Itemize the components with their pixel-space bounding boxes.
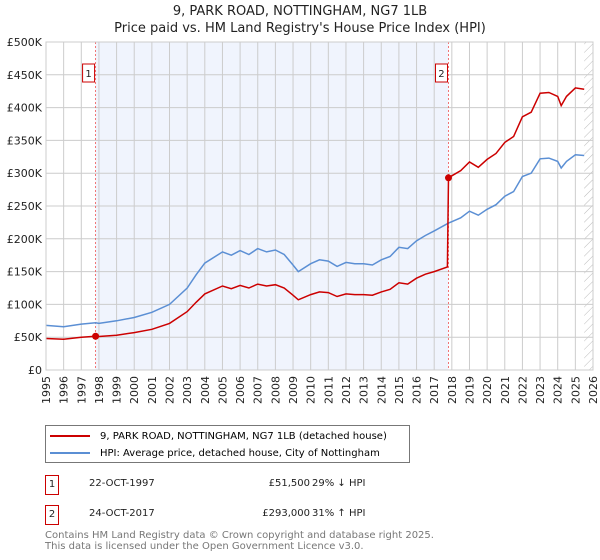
y-tick-label: £350K xyxy=(7,134,43,147)
x-tick-label: 1995 xyxy=(40,376,53,404)
legend-label: HPI: Average price, detached house, City… xyxy=(100,447,380,459)
y-tick-label: £100K xyxy=(7,298,43,311)
x-tick-label: 2026 xyxy=(587,376,600,404)
sale-marker-box xyxy=(434,63,448,83)
y-tick-label: £500K xyxy=(7,36,43,49)
chart-title: 9, PARK ROAD, NOTTINGHAM, NG7 1LB xyxy=(172,4,428,19)
sale-hpi-diff: 31% ↑ HPI xyxy=(312,508,366,519)
sale-row: 2 24-OCT-2017 £293,000 31% ↑ HPI xyxy=(45,505,445,525)
x-tick-label: 2010 xyxy=(305,376,318,404)
x-tick-label: 2000 xyxy=(128,376,141,404)
x-tick-label: 2009 xyxy=(287,376,300,404)
sale-point xyxy=(444,174,452,182)
chart-subtitle: Price paid vs. HM Land Registry's House … xyxy=(114,21,486,36)
x-tick-label: 2024 xyxy=(552,376,565,404)
x-tick-label: 2005 xyxy=(216,376,229,404)
sale-date: 22-OCT-1997 xyxy=(89,478,155,489)
sale-point xyxy=(92,332,100,340)
x-tick-label: 2006 xyxy=(234,376,247,404)
x-tick-label: 2004 xyxy=(199,376,212,404)
y-tick-label: £200K xyxy=(7,233,43,246)
sale-price: £51,500 xyxy=(268,478,310,489)
y-tick-label: £0 xyxy=(28,364,42,377)
x-tick-label: 2020 xyxy=(481,376,494,404)
y-tick-label: £250K xyxy=(7,200,43,213)
legend-item-hpi: HPI: Average price, detached house, City… xyxy=(50,445,380,461)
sale-marker-box xyxy=(82,63,96,83)
legend-label: 9, PARK ROAD, NOTTINGHAM, NG7 1LB (detac… xyxy=(100,430,387,442)
y-tick-label: £300K xyxy=(7,167,43,180)
x-tick-label: 1997 xyxy=(75,376,88,404)
hpi-line xyxy=(45,154,585,328)
x-tick-label: 2007 xyxy=(252,376,265,404)
x-tick-label: 2011 xyxy=(322,376,335,404)
x-tick-label: 2002 xyxy=(164,376,177,404)
y-tick-label: £150K xyxy=(7,266,43,279)
x-tick-label: 2016 xyxy=(411,376,424,404)
y-tick-label: £450K xyxy=(7,69,43,82)
x-tick-label: 2003 xyxy=(181,376,194,404)
x-tick-label: 2023 xyxy=(534,376,547,404)
x-tick-label: 2013 xyxy=(358,376,371,404)
price-paid-line xyxy=(45,87,585,340)
x-tick-label: 2012 xyxy=(340,376,353,404)
sale-row: 1 22-OCT-1997 £51,500 29% ↓ HPI xyxy=(45,475,445,495)
sale-hpi-diff: 29% ↓ HPI xyxy=(312,478,366,489)
x-tick-label: 2015 xyxy=(393,376,406,404)
sale-marker-label: 1 xyxy=(85,69,91,80)
x-tick-label: 2014 xyxy=(375,376,388,404)
x-tick-label: 1998 xyxy=(93,376,106,404)
sale-marker-label: 2 xyxy=(438,69,444,80)
sale-date: 24-OCT-2017 xyxy=(89,508,155,519)
x-tick-label: 2022 xyxy=(516,376,529,404)
x-tick-label: 2025 xyxy=(569,376,582,404)
x-tick-label: 1996 xyxy=(58,376,71,404)
legend-swatch-red xyxy=(50,435,90,437)
legend-item-property: 9, PARK ROAD, NOTTINGHAM, NG7 1LB (detac… xyxy=(50,428,387,444)
price-chart: 1995 1996 1997 1998 1999 2000 2001 2002 2003 2004… xyxy=(7,36,600,404)
legend: 9, PARK ROAD, NOTTINGHAM, NG7 1LB (detac… xyxy=(45,425,410,463)
sale-marker-label: 2 xyxy=(45,505,59,525)
legend-swatch-blue xyxy=(50,452,90,454)
sale-marker-label: 1 xyxy=(45,475,59,495)
plot-border xyxy=(45,41,594,371)
x-tick-label: 2001 xyxy=(146,376,159,404)
y-tick-label: £400K xyxy=(7,102,43,115)
x-tick-label: 2018 xyxy=(446,376,459,404)
x-tick-label: 2021 xyxy=(499,376,512,404)
x-tick-label: 2019 xyxy=(463,376,476,404)
x-tick-label: 2008 xyxy=(269,376,282,404)
sale-price: £293,000 xyxy=(262,508,310,519)
x-tick-label: 1999 xyxy=(111,376,124,404)
footer-copyright: Contains HM Land Registry data © Crown c… xyxy=(45,530,434,541)
y-tick-label: £50K xyxy=(14,331,43,344)
footer-license: This data is licensed under the Open Gov… xyxy=(45,541,364,552)
x-tick-label: 2017 xyxy=(428,376,441,404)
